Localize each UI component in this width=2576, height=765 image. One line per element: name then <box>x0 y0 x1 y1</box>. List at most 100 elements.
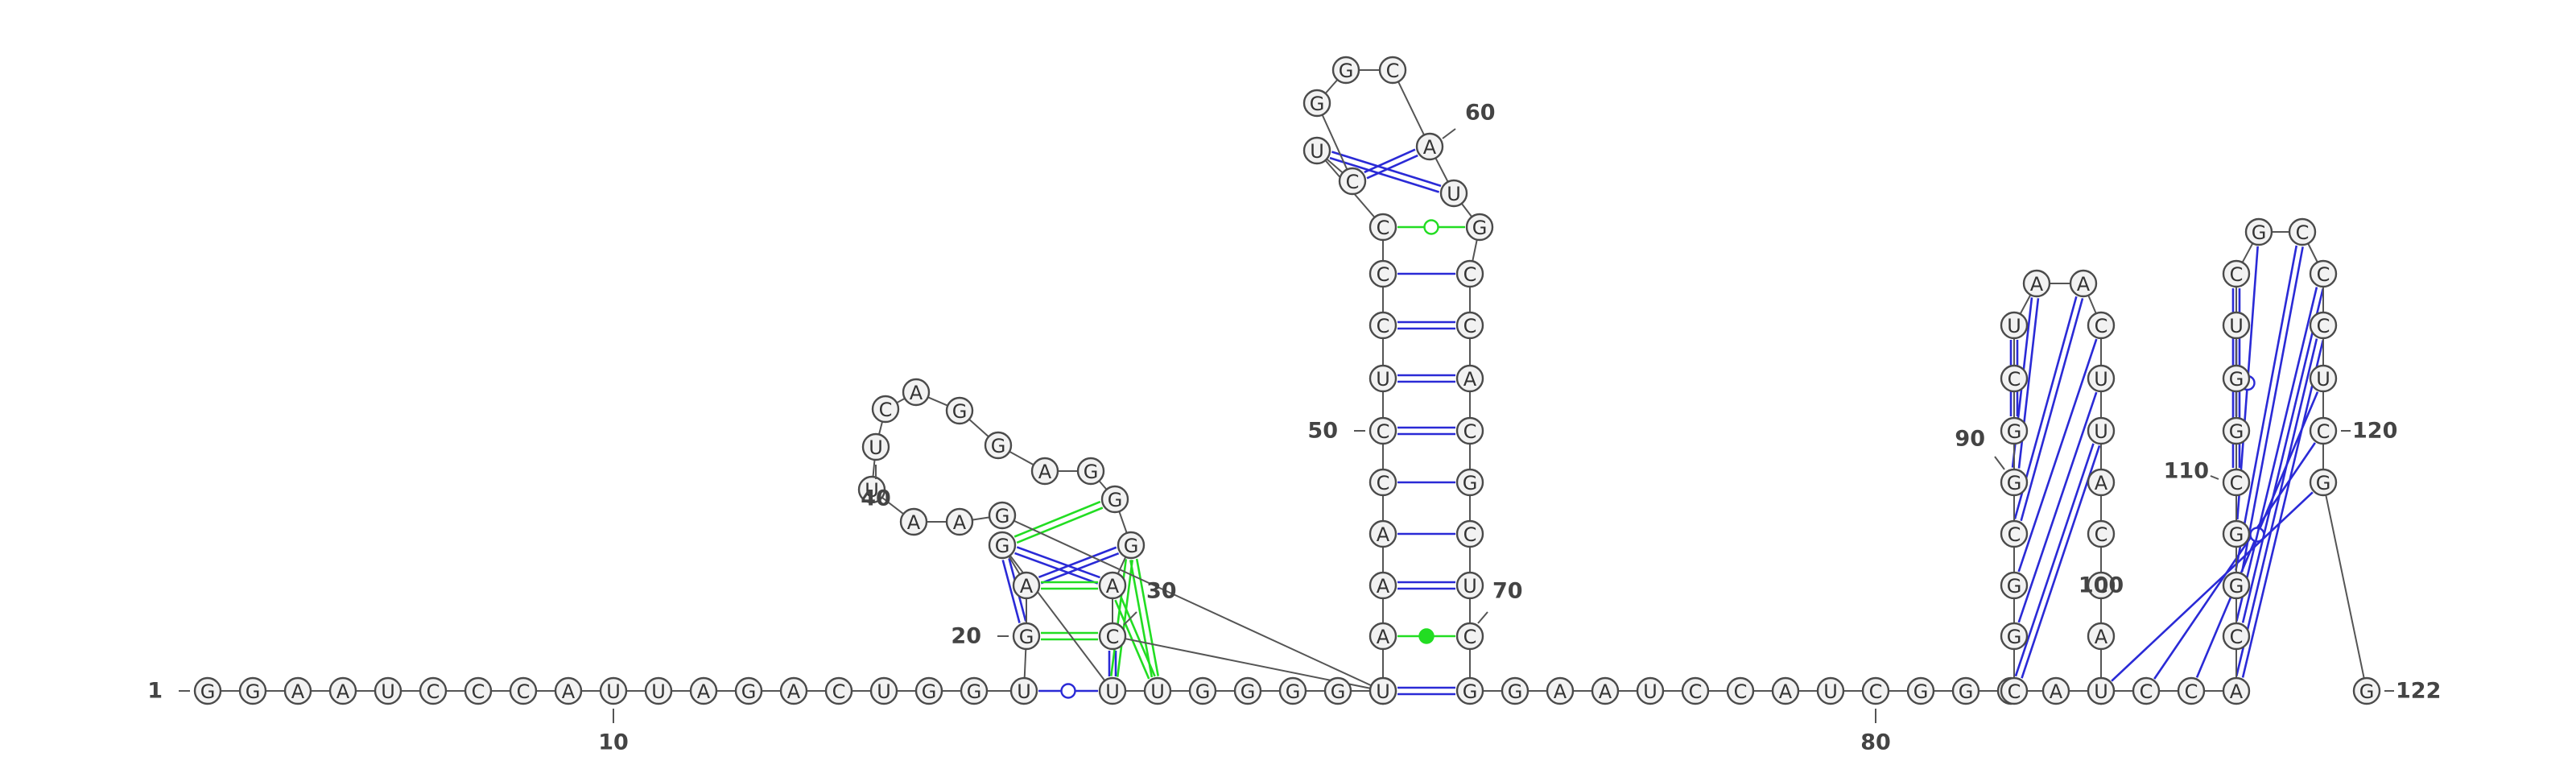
nucleotide-letter: G <box>2229 575 2244 598</box>
nucleotide-letter: G <box>1084 461 1099 483</box>
nucleotide-122: G <box>2352 676 2381 705</box>
nucleotide-116: C <box>2288 217 2317 246</box>
nucleotide-letter: C <box>2008 680 2021 703</box>
nucleotide-106: A <box>2222 676 2251 705</box>
nucleotide-letter: U <box>869 436 883 459</box>
nucleotide-letter: A <box>1106 575 1120 598</box>
index-label-90: 90 <box>1955 427 2005 470</box>
index-label-text: 110 <box>2164 459 2209 484</box>
nucleotide-90: G <box>2000 468 2029 497</box>
nucleotide-52: C <box>1368 311 1397 340</box>
base-pair <box>1397 581 1455 590</box>
nucleotide-letter: A <box>2050 680 2063 703</box>
nucleotide-53: C <box>1368 259 1397 288</box>
backbone-segment <box>1392 69 1430 147</box>
nucleotide-115: G <box>2244 217 2273 246</box>
index-label-text: 120 <box>2352 419 2397 444</box>
nucleotide-letter: C <box>1734 680 1748 703</box>
nucleotide-letter: C <box>1377 420 1390 443</box>
nucleotide-letter: C <box>2296 221 2310 244</box>
nucleotide-48: A <box>1368 519 1397 548</box>
nucleotide-letter: C <box>2008 368 2021 391</box>
nucleotide-32: G <box>1117 531 1146 560</box>
nucleotide-101: C <box>2087 571 2116 600</box>
nucleotide-14: A <box>779 676 808 705</box>
nucleotide-letter: C <box>472 680 485 703</box>
nucleotide-letter: G <box>2007 626 2022 648</box>
nucleotide-49: C <box>1368 468 1397 497</box>
nucleotide-102: A <box>2087 622 2116 651</box>
backbone-segment <box>1001 515 1384 692</box>
nucleotide-letter: G <box>1959 680 1974 703</box>
base-pair <box>2017 391 2098 623</box>
nucleotide-35: A <box>1030 457 1059 486</box>
nucleotide-letter: A <box>2095 626 2108 648</box>
nucleotide-letter: C <box>1689 680 1703 703</box>
nucleotide-letter: A <box>1377 575 1390 598</box>
nucleotide-119: U <box>2309 364 2338 393</box>
nucleotide-39: C <box>871 395 900 424</box>
nucleotide-114: C <box>2222 259 2251 288</box>
index-label-text: 30 <box>1146 579 1177 604</box>
nucleotide-letter: C <box>2317 420 2330 443</box>
index-label-text: 10 <box>598 730 629 755</box>
nucleotide-112: G <box>2222 364 2251 393</box>
nucleotide-68: C <box>1455 519 1484 548</box>
nucleotide-letter: C <box>1463 420 1477 443</box>
nucleotide-100: C <box>2087 519 2116 548</box>
nucleotide-17: G <box>914 676 943 705</box>
nucleotide-62: G <box>1465 213 1494 242</box>
nucleotide-letter: G <box>2229 420 2244 443</box>
nucleotide-letter: G <box>991 435 1006 457</box>
nucleotide-letter: C <box>2230 472 2244 494</box>
index-label-text: 20 <box>951 624 981 649</box>
base-pair <box>1397 374 1455 383</box>
nucleotide-67: G <box>1455 468 1484 497</box>
nucleotide-21: A <box>1012 571 1041 600</box>
nucleotide-letter: U <box>2316 368 2330 391</box>
nucleotide-38: A <box>902 378 931 407</box>
nucleotide-letter: G <box>1019 626 1034 648</box>
nucleotide-19: U <box>1009 676 1038 705</box>
nucleotide-letter: G <box>1286 680 1301 703</box>
nucleotide-51: U <box>1368 364 1397 393</box>
nucleotide-letter: U <box>1376 368 1390 391</box>
nucleotide-letter: U <box>1376 680 1390 703</box>
nucleotide-37: G <box>945 396 974 425</box>
nucleotide-120: C <box>2309 416 2338 445</box>
nucleotide-40: U <box>861 432 890 461</box>
nucleotide-74: A <box>1591 676 1620 705</box>
nucleotide-117: C <box>2309 259 2338 288</box>
nucleotide-86: C <box>2000 676 2029 705</box>
nucleotide-letter: G <box>246 680 261 703</box>
index-label-50: 50 <box>1307 419 1365 444</box>
nucleotide-79: U <box>1816 676 1845 705</box>
nucleotide-letter: G <box>2007 420 2022 443</box>
nucleotide-letter: C <box>1463 263 1477 286</box>
nucleotide-73: A <box>1546 676 1575 705</box>
nucleotide-letter: G <box>1463 680 1478 703</box>
nucleotide-letter: G <box>1124 535 1139 557</box>
index-label-30: 30 <box>1123 579 1177 626</box>
base-pair <box>1397 320 1455 330</box>
nucleotide-25: G <box>1188 676 1217 705</box>
nucleotide-letter: A <box>953 511 967 534</box>
nucleotide-95: A <box>2069 269 2098 298</box>
nucleotide-letter: C <box>1377 315 1390 337</box>
nucleotide-letter: C <box>1386 60 1400 82</box>
nucleotide-20: G <box>1012 622 1041 651</box>
nucleotide-letter: U <box>1017 680 1031 703</box>
nucleotide-letter: G <box>967 680 982 703</box>
base-pair <box>1038 683 1098 699</box>
nucleotide-71: G <box>1455 676 1484 705</box>
nucleotide-109: G <box>2222 519 2251 548</box>
nucleotide-30: C <box>1098 622 1127 651</box>
index-label-70: 70 <box>1477 579 1523 624</box>
nucleotide-33: G <box>1100 485 1129 514</box>
nucleotide-43: A <box>945 507 974 536</box>
nucleotide-3: A <box>283 676 312 705</box>
nucleotide-letter: G <box>1241 680 1256 703</box>
nucleotide-92: C <box>2000 364 2029 393</box>
base-pair <box>2235 338 2324 678</box>
